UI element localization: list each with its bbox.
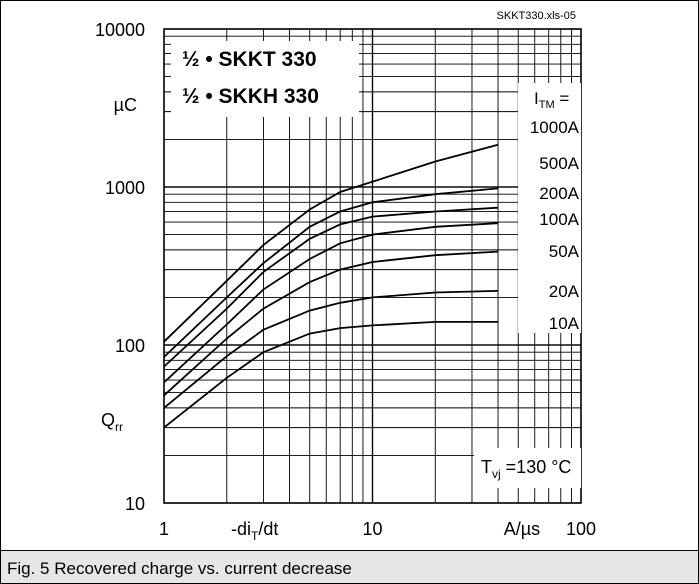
series-line-500A xyxy=(163,187,499,358)
x-axis-label: -diT/dt xyxy=(231,519,278,543)
series-line-1000A xyxy=(163,143,499,343)
x-unit: A/µs xyxy=(504,519,540,539)
series-label-500A: 500A xyxy=(539,154,579,173)
series-line-50A xyxy=(163,250,499,397)
series-line-200A xyxy=(163,206,499,368)
chart-title: ½ • SKKT 330 xyxy=(182,48,317,71)
x-axis-label-part: -di xyxy=(231,519,251,539)
condition-label: Tvj =130 °C xyxy=(481,457,571,481)
y-axis-label: Qrr xyxy=(101,410,123,434)
series-label-10A: 10A xyxy=(549,314,580,333)
series-label-200A: 200A xyxy=(539,184,579,203)
chart-area: SKKT330.xls-05 ½ • SKKT 330 ½ • SKKH 330 10… xyxy=(1,1,698,550)
condition-subscript: vj xyxy=(492,467,501,481)
x-tick-label: 100 xyxy=(566,519,596,539)
x-axis-label-part: /dt xyxy=(258,519,278,539)
series-label-20A: 20A xyxy=(549,282,580,301)
y-tick-label: 100 xyxy=(115,336,145,356)
legend-box xyxy=(518,83,581,333)
legend-header-part: I xyxy=(534,89,539,108)
series-label-1000A: 1000A xyxy=(530,118,580,137)
title-box xyxy=(171,41,359,117)
x-tick-label: 10 xyxy=(362,519,382,539)
series-label-100A: 100A xyxy=(539,210,579,229)
x-tick-label: 1 xyxy=(159,519,169,539)
y-tick-label: 1000 xyxy=(105,178,145,198)
y-axis-label-subscript: rr xyxy=(115,420,123,434)
legend-header-subscript: TM xyxy=(539,99,555,111)
condition-part: =130 °C xyxy=(501,457,572,477)
x-axis-label-subscript: T xyxy=(251,529,259,543)
series-label-50A: 50A xyxy=(549,242,580,261)
source-tag: SKKT330.xls-05 xyxy=(497,10,576,22)
legend-header: ITM = xyxy=(534,89,569,111)
chart-subtitle: ½ • SKKH 330 xyxy=(182,85,319,108)
condition-box xyxy=(474,448,581,488)
series-line-10A xyxy=(163,321,498,429)
series-line-100A xyxy=(163,222,499,384)
figure-caption: Fig. 5 Recovered charge vs. current decr… xyxy=(1,550,698,583)
y-tick-label: 10 xyxy=(125,494,145,514)
legend-header-part: = xyxy=(555,89,570,108)
series-line-20A xyxy=(163,290,499,409)
y-unit: µC xyxy=(114,95,137,115)
qrr-chart: SKKT330.xls-05 ½ • SKKT 330 ½ • SKKH 330 10… xyxy=(95,10,596,543)
y-tick-label: 10000 xyxy=(95,20,145,40)
condition-part: T xyxy=(481,457,492,477)
